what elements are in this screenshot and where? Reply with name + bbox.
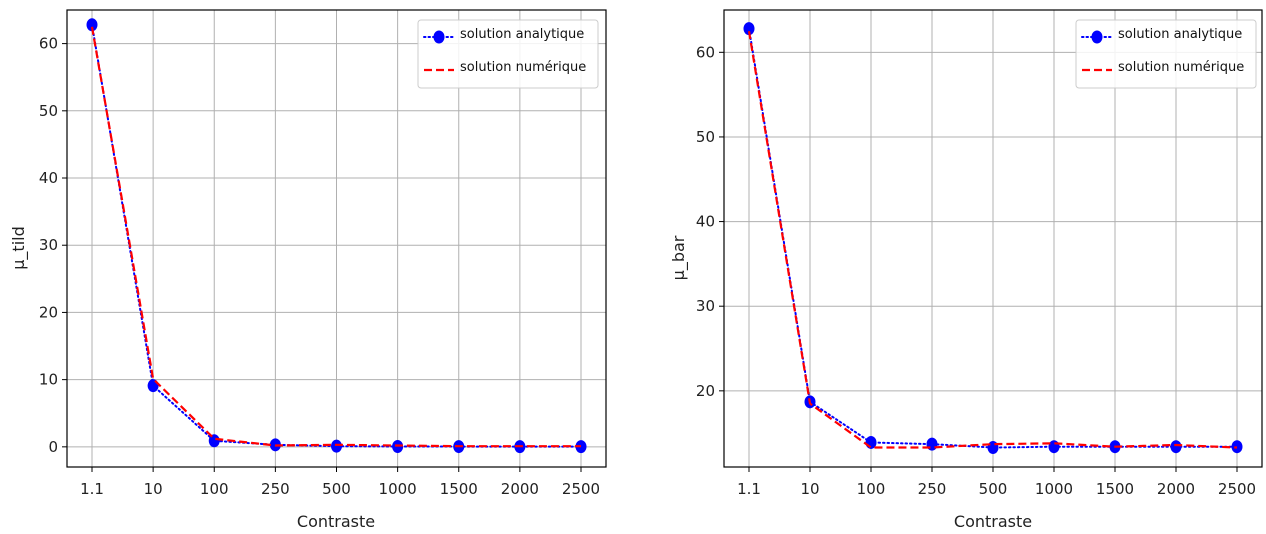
chart-1: 1.1 10 100 250 500 1000 1500 2000 2500 0 10 20 30 40 5… [9,9,607,531]
series-line-numerique [90,26,581,448]
x-tick-label: 1000 [379,480,417,498]
x-tick-label: 10 [144,480,163,498]
x-tick-label: 100 [857,480,886,498]
data-point-analytique [147,379,159,393]
data-point-analytique [86,18,98,32]
legend-box [417,19,599,89]
y-tick-label: 30 [696,297,715,315]
legend: solution analytique solution numérique [417,19,599,89]
data-point-analytique [743,22,755,36]
x-tick-label: 1500 [1096,480,1134,498]
y-tick-label: 40 [696,213,715,231]
legend-box [1075,19,1257,89]
x-tick-label: 2000 [501,480,539,498]
y-tick-label: 20 [39,303,58,321]
y-tick-label: 50 [39,102,58,120]
legend-label: solution analytique [460,27,584,42]
legend-marker-analytique [433,30,445,44]
x-tick-label: 1.1 [737,480,761,498]
x-tick-label: 10 [800,480,819,498]
data-point-analytique [208,434,220,448]
legend-label: solution analytique [1118,27,1242,42]
x-tick-label: 250 [261,480,290,498]
x-tick-label: 250 [918,480,947,498]
data-point-analytique [1048,440,1060,454]
y-tick-label: 50 [696,128,715,146]
x-tick-label: 1000 [1035,480,1073,498]
y-tick-label: 40 [39,169,58,187]
y-tick-label: 0 [48,438,58,456]
y-axis-label: µ_bar [669,235,689,280]
data-point-analytique [926,437,938,451]
x-axis-label: Contraste [954,512,1032,531]
legend-marker-analytique [1091,30,1103,44]
data-point-analytique [987,441,999,455]
x-tick-label: 2500 [1218,480,1256,498]
legend-label: solution numérique [1118,60,1244,75]
y-tick-label: 30 [39,236,58,254]
x-tick-label: 100 [200,480,229,498]
x-tick-label: 2000 [1157,480,1195,498]
y-tick-label: 60 [696,43,715,61]
y-tick-label: 10 [39,371,58,389]
y-axis-label: µ_tild [9,226,29,270]
x-tick-label: 500 [979,480,1008,498]
series-line-numerique [747,30,1238,449]
x-tick-label: 2500 [562,480,600,498]
legend-label: solution numérique [460,60,586,75]
y-tick-label: 60 [39,35,58,53]
x-axis-label: Contraste [297,512,375,531]
x-tick-label: 1500 [440,480,478,498]
y-tick-label: 20 [696,382,715,400]
x-tick-label: 1.1 [80,480,104,498]
x-tick-label: 500 [322,480,351,498]
chart-2: 1.1 10 100 250 500 1000 1500 2000 2500 20 30 40 50 60… [669,9,1263,531]
data-point-analytique [1170,440,1182,454]
legend: solution analytique solution numérique [1075,19,1257,89]
data-point-analytique [331,439,342,453]
